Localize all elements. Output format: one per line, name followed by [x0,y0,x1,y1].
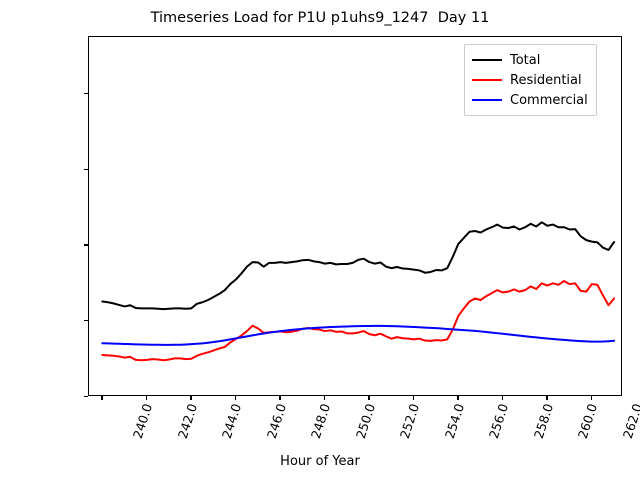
x-tick-label: 254.0 [441,401,467,441]
legend-label-residential: Residential [510,72,582,88]
y-tick-mark [84,168,88,170]
legend-item-commercial: Commercial [472,90,588,110]
legend-item-total: Total [472,50,588,70]
legend-label-total: Total [510,52,541,68]
x-tick-label: 244.0 [219,401,245,441]
x-tick-label: 252.0 [397,401,423,441]
x-tick-mark [145,396,148,400]
series-line-commercial [101,324,616,346]
legend-label-commercial: Commercial [510,92,588,108]
y-tick-mark [84,396,88,398]
x-tick-mark [501,396,504,400]
x-tick-mark [323,396,326,400]
legend-swatch-commercial [472,99,502,101]
x-tick-mark [190,396,192,400]
x-tick-label: 262.0 [619,401,640,441]
legend-item-residential: Residential [472,70,588,90]
x-tick-label: 240.0 [130,401,156,441]
x-tick-mark [590,396,593,400]
x-tick-label: 258.0 [530,401,556,441]
y-tick-mark [84,92,88,95]
series-line-residential [101,280,616,362]
x-tick-mark [546,396,548,400]
x-axis-label: Hour of Year [280,454,360,469]
series-line-total [101,221,616,311]
x-tick-label: 260.0 [575,401,601,441]
x-tick-mark [412,396,415,400]
chart-legend: Total Residential Commercial [464,44,597,116]
x-tick-mark [101,396,103,400]
x-tick-label: 250.0 [352,401,378,441]
y-tick-mark [84,244,88,246]
x-tick-label: 248.0 [308,401,334,441]
chart-title: Timeseries Load for P1U p1uhs9_1247 Day … [150,10,490,26]
x-tick-mark [368,396,370,400]
y-tick-mark [84,320,88,322]
x-tick-label: 256.0 [486,401,512,441]
legend-swatch-total [472,59,502,61]
x-tick-mark [457,396,459,400]
x-tick-label: 242.0 [174,401,200,441]
x-tick-mark [234,396,237,400]
x-tick-label: 246.0 [263,401,289,441]
legend-swatch-residential [472,79,502,81]
series-lines [101,221,616,362]
x-tick-mark [279,396,281,400]
